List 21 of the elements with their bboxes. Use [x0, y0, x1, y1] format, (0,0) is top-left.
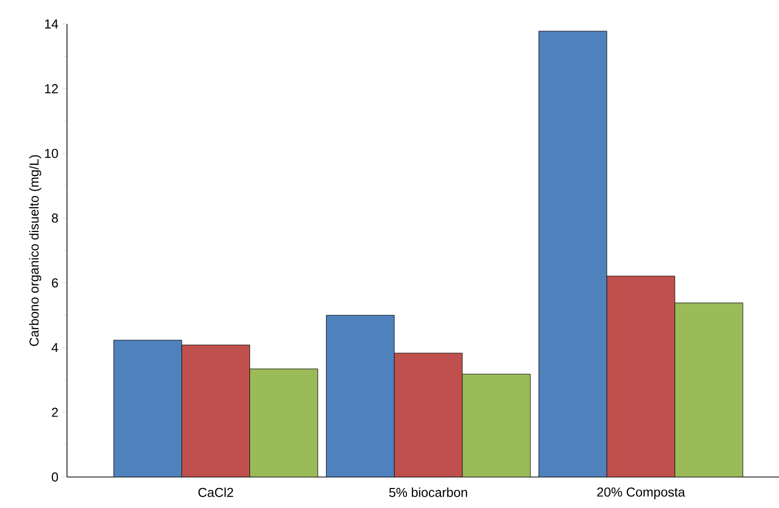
y-tick-label: 8: [52, 214, 58, 223]
y-tick-label: 6: [52, 278, 58, 288]
y-tick-label: 14: [45, 20, 58, 28]
bar: [182, 344, 250, 477]
y-tick-label: 4: [52, 343, 58, 352]
y-tick-label: 0: [52, 472, 58, 482]
bar: [674, 302, 744, 477]
y-tick-label: 10: [45, 148, 58, 158]
bar: [326, 314, 395, 477]
y-tick-label: 12: [45, 84, 58, 94]
x-tick-label: 5% biocarbon: [389, 487, 468, 498]
bar: [462, 374, 531, 477]
bar: [394, 352, 463, 477]
bar: [538, 30, 608, 477]
bar: [250, 368, 318, 477]
x-tick-label: CaCl2: [198, 487, 234, 498]
x-tick-label: 20% Composta: [597, 487, 686, 500]
bar: [114, 340, 182, 477]
bar: [606, 276, 676, 477]
y-axis-title: Carbono organico disuelto (mg/L): [29, 155, 42, 346]
y-tick-label: 2: [52, 408, 58, 417]
